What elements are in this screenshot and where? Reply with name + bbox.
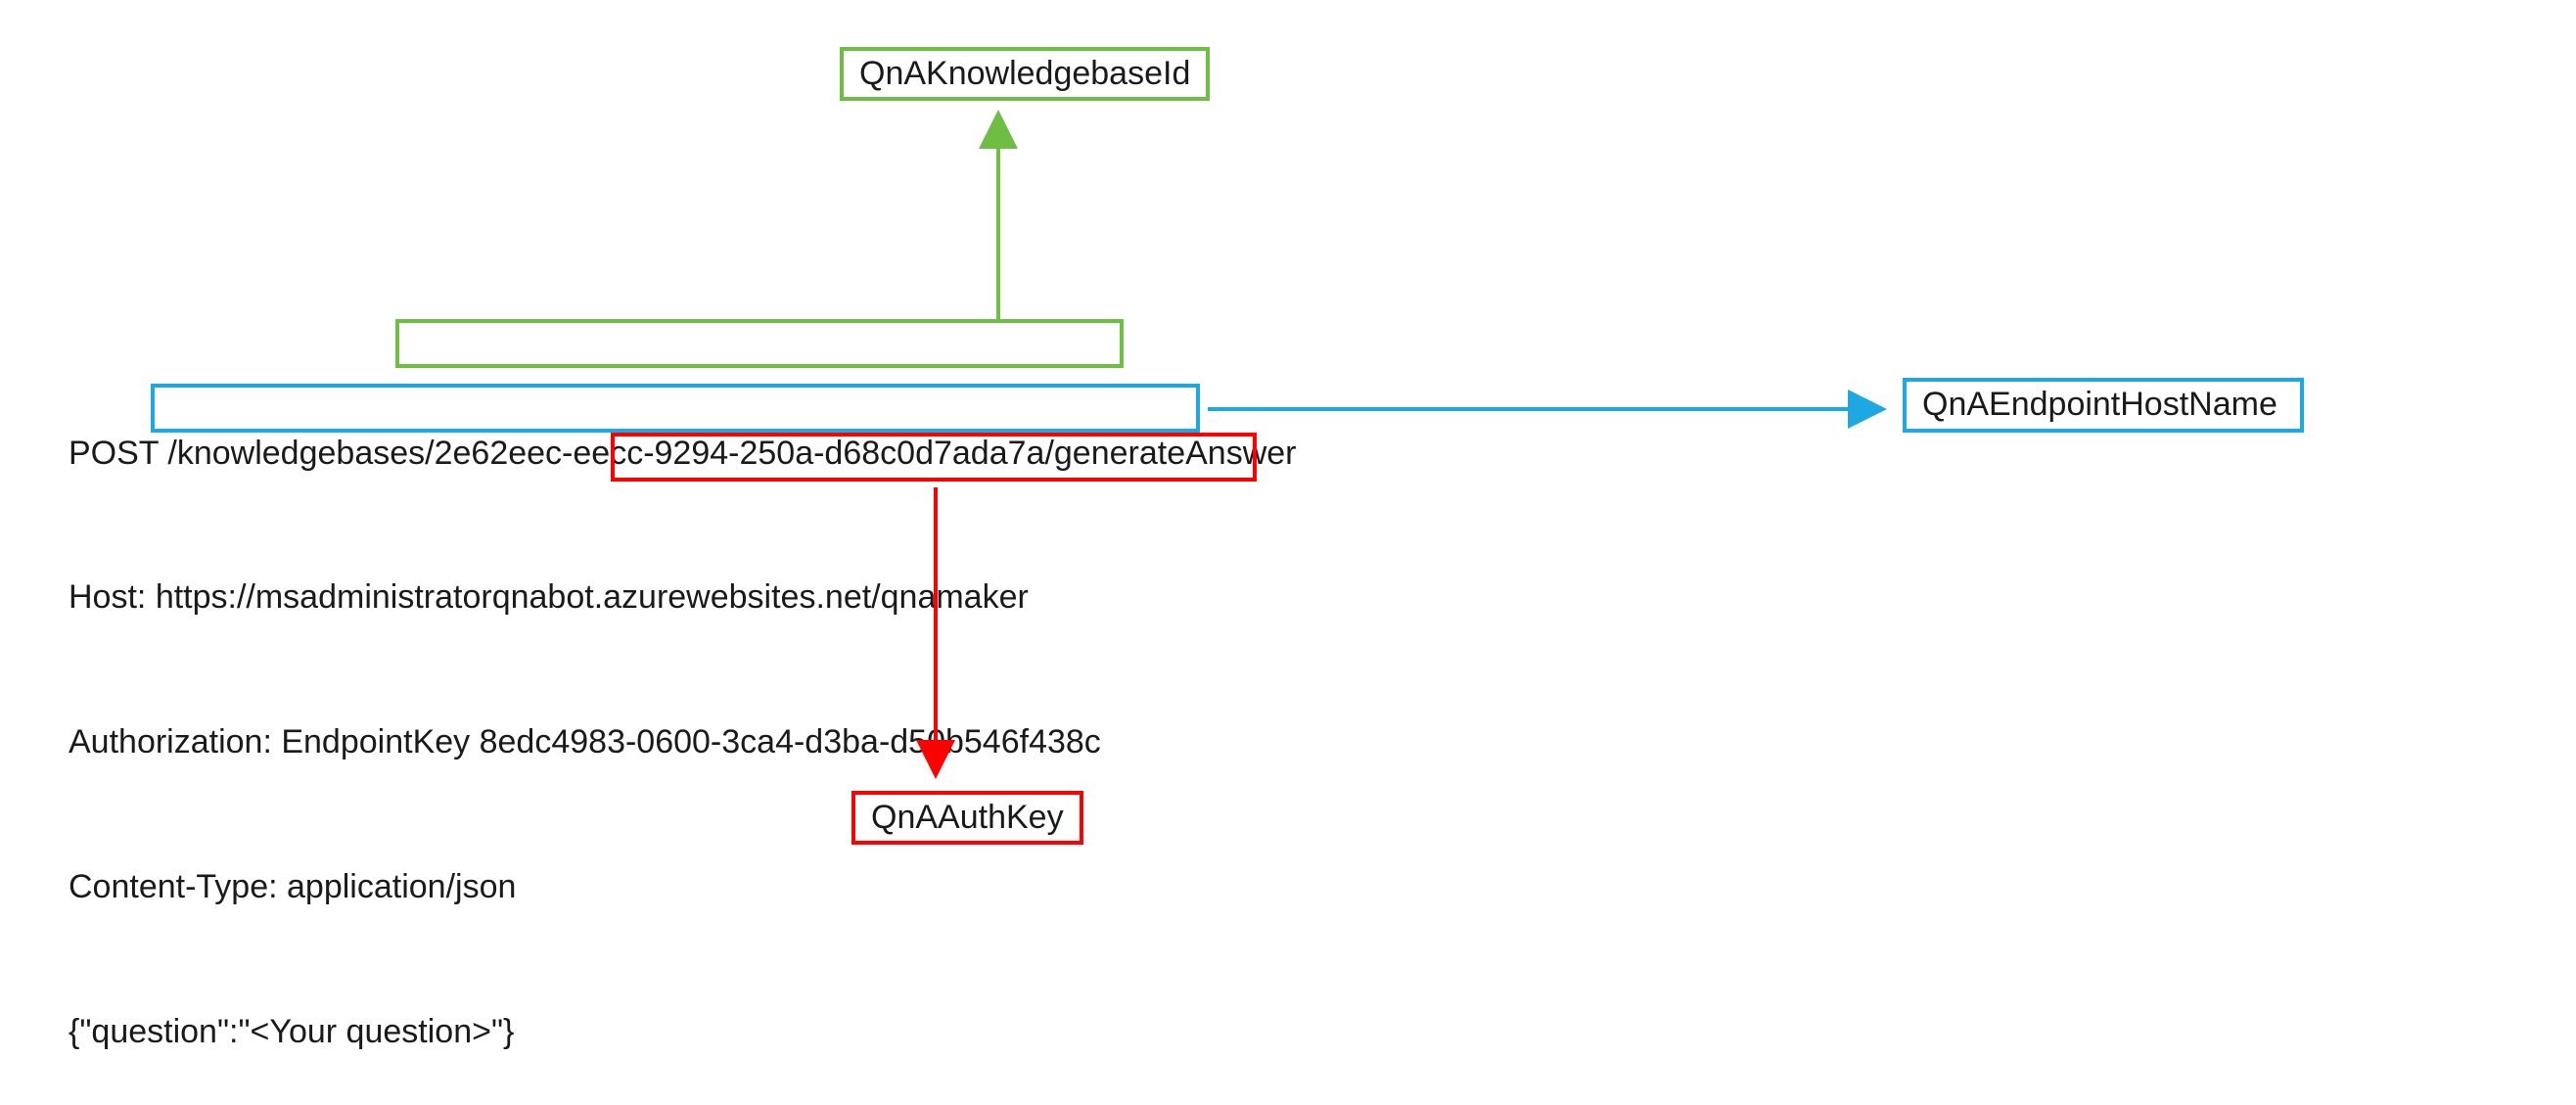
authkey-highlight-box bbox=[611, 433, 1257, 482]
endpoint-label-text: QnAEndpointHostName bbox=[1922, 386, 2277, 423]
authkey-label-box: QnAAuthKey bbox=[851, 791, 1083, 845]
kbid-label-text: QnAKnowledgebaseId bbox=[859, 55, 1190, 92]
code-line-5: {"question":"<Your question>"} bbox=[69, 1008, 1296, 1056]
code-l3-prefix: Authorization: EndpointKey bbox=[69, 723, 480, 760]
code-line-4: Content-Type: application/json bbox=[69, 863, 1296, 911]
code-l1-prefix: POST /knowledgebases/ bbox=[69, 435, 435, 472]
code-l2-host: https://msadministratorqnabot.azurewebsi… bbox=[156, 578, 1029, 616]
authkey-label-text: QnAAuthKey bbox=[871, 799, 1064, 836]
endpoint-label-box: QnAEndpointHostName bbox=[1903, 378, 2304, 433]
kbid-label-box: QnAKnowledgebaseId bbox=[840, 47, 1210, 101]
code-line-3: Authorization: EndpointKey 8edc4983-0600… bbox=[69, 718, 1296, 766]
code-l3-key: 8edc4983-0600-3ca4-d3ba-d50b546f438c bbox=[480, 723, 1101, 760]
code-line-2: Host: https://msadministratorqnabot.azur… bbox=[69, 574, 1296, 622]
kbid-highlight-box bbox=[395, 319, 1124, 368]
endpoint-highlight-box bbox=[151, 384, 1200, 433]
code-l2-prefix: Host: bbox=[69, 578, 156, 616]
